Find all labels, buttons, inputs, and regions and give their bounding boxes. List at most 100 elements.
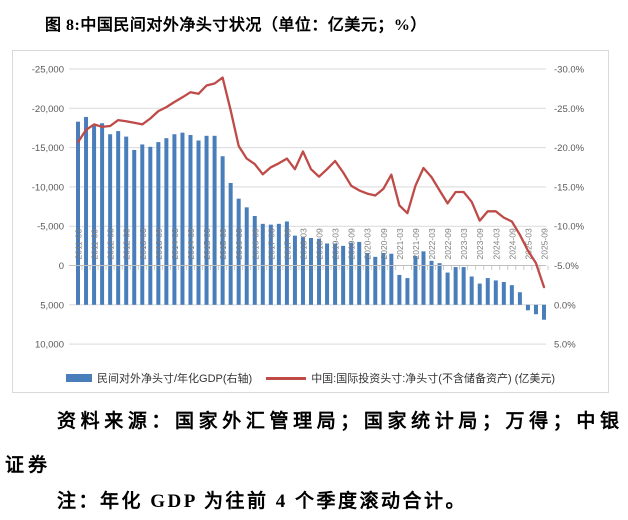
- left-axis-tick-label: -5,000: [37, 222, 64, 233]
- bar: [517, 292, 522, 305]
- bar: [236, 198, 241, 305]
- bar: [276, 223, 281, 305]
- bar: [156, 142, 161, 305]
- line-series-label: 中国:国际投资头寸:净头寸(不含储备资产) (亿美元): [311, 373, 556, 385]
- bar: [485, 278, 490, 305]
- bar: [309, 237, 313, 305]
- bar: [333, 243, 338, 305]
- bar: [325, 243, 330, 305]
- bar: [501, 282, 506, 305]
- bar: [389, 253, 394, 305]
- bar: [164, 138, 169, 305]
- bar: [445, 272, 450, 305]
- legend-item-line: 中国:国际投资头寸:净头寸(不含储备资产) (亿美元): [266, 370, 555, 386]
- bar: [172, 134, 177, 305]
- footnote: 注：年化 GDP 为往前 4 个季度滚动合计。: [57, 491, 468, 512]
- bar: [365, 252, 370, 305]
- bar: [92, 125, 97, 305]
- left-axis-tick-label: 5,000: [40, 300, 64, 311]
- x-axis-label: 2023-09: [475, 228, 485, 259]
- combo-chart: -25,000 -30.0% -20,000 -25.0% -15,000 -20.0% -…: [32, 65, 585, 351]
- bar: [244, 207, 249, 305]
- bar: [212, 135, 217, 305]
- x-axis-label: 2025-09: [540, 228, 550, 259]
- x-axis-label: 2014-03: [170, 228, 180, 259]
- x-axis-label: 2017-03: [266, 228, 276, 259]
- bar-series-swatch: [65, 374, 92, 382]
- x-axis-label: 2020-03: [363, 228, 373, 259]
- bar: [292, 235, 297, 305]
- x-axis-label: 2011-03: [74, 229, 84, 260]
- x-axis-label: 2025-03: [523, 228, 533, 259]
- bar: [493, 280, 498, 305]
- x-axis-label: 2022-03: [427, 228, 437, 259]
- x-axis-label: 2015-09: [218, 228, 228, 259]
- bar: [260, 223, 265, 305]
- bar: [341, 245, 346, 305]
- left-axis-tick-label: -20,000: [32, 104, 64, 115]
- x-axis-label: 2016-03: [234, 228, 244, 259]
- x-axis-label: 2012-03: [106, 228, 116, 259]
- line-series-swatch: [266, 376, 307, 380]
- right-axis-tick-label: -25.0%: [554, 104, 585, 115]
- bar: [357, 241, 362, 305]
- right-axis-tick-label: 5.0%: [554, 340, 576, 351]
- bar: [317, 238, 322, 305]
- x-axis-label: 2018-03: [298, 228, 308, 259]
- bar: [84, 116, 89, 305]
- x-axis-label: 2023-03: [459, 228, 469, 259]
- bar: [116, 131, 121, 305]
- bar: [373, 256, 378, 305]
- left-axis-tick-label: -10,000: [32, 182, 64, 193]
- bar: [188, 135, 193, 305]
- bar: [429, 260, 434, 305]
- x-axis-label: 2024-09: [507, 228, 517, 259]
- right-axis-tick-label: -30.0%: [554, 65, 585, 76]
- bar: [381, 252, 386, 305]
- bar: [148, 146, 153, 305]
- x-axis-label: 2017-09: [282, 228, 292, 259]
- left-axis-tick-label: 0: [59, 261, 64, 272]
- bar: [469, 276, 474, 305]
- bar: [100, 123, 105, 305]
- x-axis-label: 2024-03: [491, 228, 501, 259]
- bar: [397, 274, 402, 305]
- line-series: [76, 76, 546, 289]
- x-axis-label: 2021-03: [395, 228, 405, 259]
- x-axis-label: 2011-09: [90, 229, 100, 260]
- chart-area: -25,000 -30.0% -20,000 -25.0% -15,000 -20.0% -…: [12, 50, 609, 393]
- x-axis-label: 2018-09: [315, 228, 325, 259]
- x-axis-label: 2012-09: [122, 228, 132, 259]
- bar: [349, 242, 354, 305]
- x-axis-label: 2019-09: [347, 228, 357, 259]
- bar: [220, 156, 225, 305]
- bar: [284, 221, 289, 305]
- bar: [437, 263, 442, 305]
- bar: [533, 304, 538, 315]
- bar: [228, 182, 233, 305]
- bar-series-label: 民间对外净头寸/年化GDP(右轴): [96, 373, 253, 385]
- bar: [196, 140, 201, 305]
- bar: [140, 144, 145, 305]
- legend-item-bars: 民间对外净头寸/年化GDP(右轴): [65, 370, 253, 386]
- chart-legend: 民间对外净头寸/年化GDP(右轴) 中国:国际投资头寸:净头寸(不含储备资产) …: [13, 370, 608, 386]
- source-note: 资料来源：国家外汇管理局；国家统计局；万得；中银证券: [5, 411, 623, 476]
- figure-title: 图 8:中国民间对外净头寸状况（单位：亿美元；%）: [45, 17, 427, 34]
- bar: [300, 237, 305, 305]
- bar: [124, 136, 129, 305]
- right-axis-tick-label: -20.0%: [554, 143, 585, 154]
- left-axis-tick-label: 10,000: [35, 340, 64, 351]
- bar: [461, 267, 466, 305]
- right-axis-tick-label: -5.0%: [554, 261, 579, 272]
- right-axis-tick-label: 0.0%: [554, 300, 576, 311]
- x-axis-label: 2016-09: [250, 228, 260, 259]
- right-axis-tick-label: -10.0%: [554, 222, 585, 233]
- bar: [509, 285, 514, 305]
- bar: [204, 135, 209, 305]
- x-axis-label: 2013-09: [154, 228, 164, 259]
- bar: [252, 215, 257, 305]
- x-axis-label: 2020-09: [379, 228, 389, 259]
- bar: [421, 251, 426, 305]
- bar: [405, 278, 410, 305]
